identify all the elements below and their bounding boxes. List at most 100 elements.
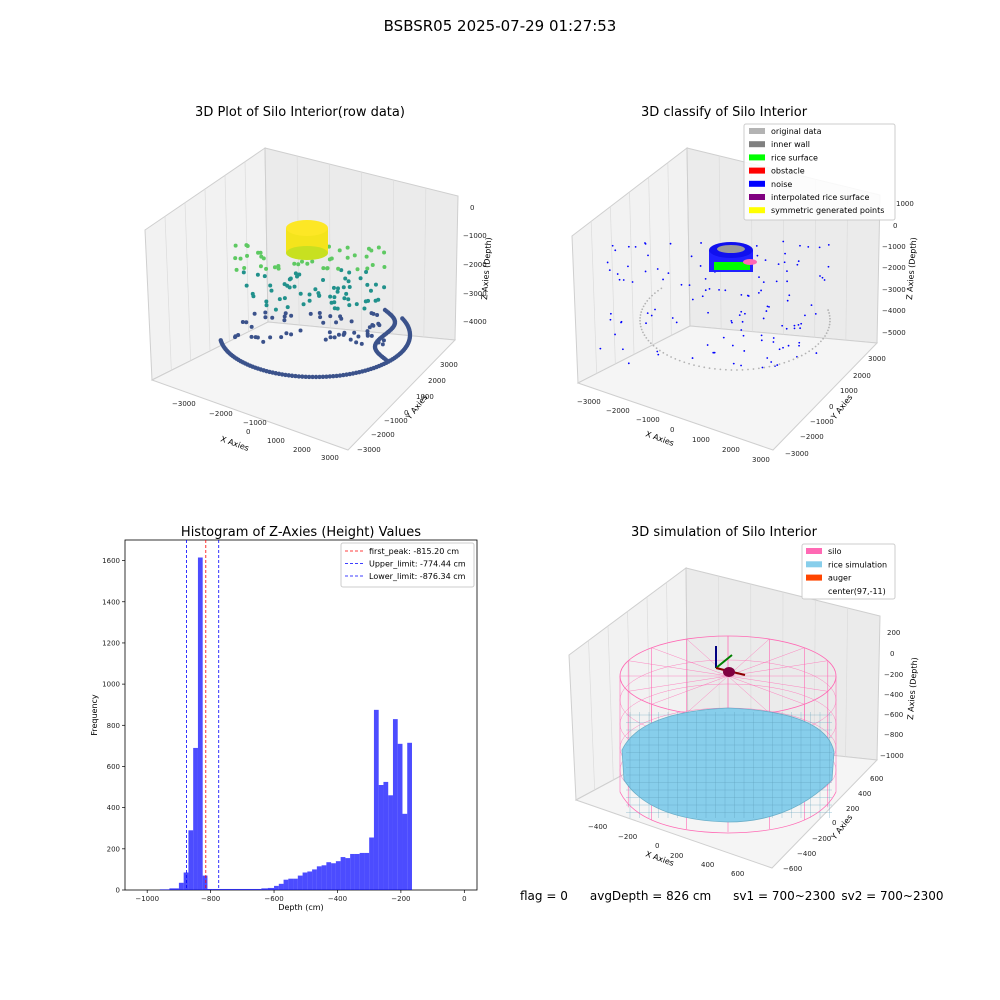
histogram-bar [312, 869, 317, 890]
grid-line [667, 162, 672, 336]
noise-point [740, 364, 742, 367]
scatter-point [268, 283, 273, 288]
noise-point [627, 265, 629, 268]
scatter-point [233, 256, 238, 261]
noise-point [827, 243, 830, 246]
noise-point [644, 242, 646, 244]
sim-xtick: 200 [670, 852, 683, 860]
scatter-point [285, 305, 290, 310]
legend-label: center(97,-11) [828, 587, 886, 596]
noise-point [756, 254, 759, 257]
noise-point [758, 276, 760, 279]
original-point [683, 361, 686, 364]
noise-point [706, 344, 709, 346]
scatter-point [317, 374, 322, 380]
original-point [808, 350, 811, 353]
raw-xtick: 0 [246, 428, 250, 436]
noise-point [631, 281, 634, 283]
original-point [747, 368, 749, 371]
scatter-point [283, 311, 288, 316]
noise-point [760, 289, 762, 292]
grid-line [184, 202, 192, 361]
raw-ytick: −1000 [384, 417, 408, 425]
histogram-bar [316, 866, 322, 890]
classify-xtick: 0 [670, 426, 674, 434]
scatter-point [293, 271, 298, 276]
scatter-point [300, 259, 305, 264]
noise-point [786, 270, 788, 273]
original-point [640, 311, 643, 313]
noise-point [786, 299, 789, 302]
scatter-point [317, 310, 322, 315]
classify-ztick: −2000 [882, 264, 906, 272]
scatter-point [310, 259, 315, 264]
scatter-point [244, 320, 249, 325]
raw-ztick: −1000 [463, 232, 487, 240]
sim-legend: silo rice simulation auger center(97,-11) [801, 543, 896, 600]
sim-ytick: −400 [797, 850, 816, 858]
x-tick-label: −800 [201, 895, 220, 903]
histogram-title: Histogram of Z-Axies (Height) Values [181, 525, 421, 540]
scatter-point [334, 320, 339, 325]
noise-point [765, 310, 768, 312]
scatter-point [359, 341, 364, 346]
scatter-point [264, 266, 269, 271]
noise-point [823, 279, 826, 281]
original-point [817, 343, 820, 345]
sim-ztick: −600 [884, 711, 903, 719]
original-point [719, 368, 722, 371]
noise-point [755, 245, 758, 247]
scatter-point [328, 294, 333, 299]
grid-line [648, 177, 654, 346]
noise-point [599, 347, 602, 350]
original-point [648, 297, 651, 300]
original-point [666, 354, 668, 356]
original-point [639, 316, 641, 319]
y-tick-label: 800 [107, 722, 120, 730]
scatter-point [370, 262, 375, 267]
legend-label: first_peak: -815.20 cm [369, 547, 459, 556]
scatter-point [276, 266, 281, 271]
histogram-bar [288, 878, 294, 890]
raw-xtick: 1000 [267, 437, 285, 445]
scatter-point [327, 374, 333, 379]
histogram-bar [197, 557, 203, 890]
sim-ytick: 200 [846, 805, 859, 813]
histogram-bar [359, 852, 365, 890]
legend-label: Upper_limit: -774.44 cm [369, 560, 466, 569]
noise-point [810, 304, 813, 307]
histogram-bar [331, 863, 336, 890]
original-point [641, 308, 644, 311]
scatter-point [369, 333, 374, 338]
scatter-point [289, 313, 294, 318]
rice-surface-top [286, 220, 328, 236]
raw-ytick: 1000 [416, 393, 434, 401]
scatter-point [364, 254, 369, 259]
histogram-bar [302, 872, 308, 890]
legend-swatch [749, 167, 765, 174]
histogram-bar [326, 862, 332, 890]
rice-top-gray [717, 245, 745, 253]
scatter-point [242, 266, 247, 271]
noise-point [688, 284, 691, 287]
x-tick-label: −400 [328, 895, 347, 903]
noise-point [760, 334, 763, 337]
axis-arrow-y [715, 654, 733, 669]
scatter-point [285, 283, 290, 288]
original-point [644, 302, 647, 305]
original-point [827, 309, 830, 311]
noise-point [680, 283, 683, 286]
original-point [643, 334, 646, 337]
scatter-point [323, 337, 328, 342]
legend-swatch [749, 207, 765, 214]
noise-point [708, 287, 711, 290]
scatter-point [279, 335, 284, 340]
scatter-point [342, 331, 347, 336]
noise-point [701, 295, 704, 298]
sim-legend-box [801, 543, 896, 600]
raw-ytick: 3000 [440, 361, 458, 369]
noise-point [614, 249, 617, 252]
histogram-bar [278, 883, 284, 890]
scatter-point [303, 374, 308, 379]
histogram-bar [267, 887, 275, 890]
